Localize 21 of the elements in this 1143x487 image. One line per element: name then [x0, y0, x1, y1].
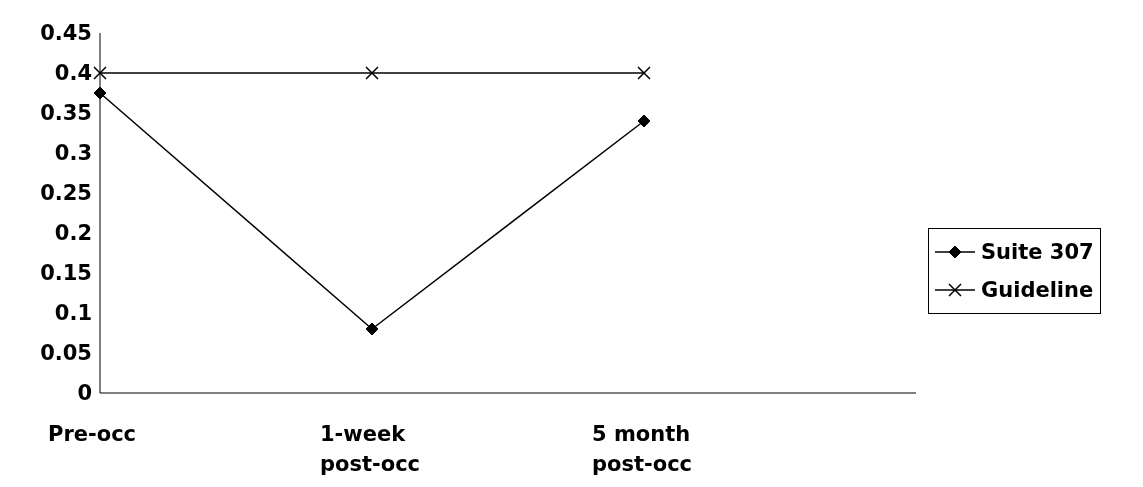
point — [365, 322, 379, 336]
legend-label: Guideline — [981, 278, 1094, 302]
point — [637, 66, 651, 80]
x-tick-label: Pre-occ — [48, 421, 138, 448]
y-tick-label: 0 — [77, 381, 92, 406]
y-tick-label: 0.1 — [54, 301, 92, 326]
point — [93, 66, 107, 80]
y-tick-label: 0.3 — [54, 141, 92, 166]
x-tick-label: 1-week post-occ — [320, 421, 422, 478]
y-tick-label: 0.15 — [40, 261, 92, 286]
point — [93, 86, 107, 100]
x-tick-label: 5 month post-occ — [592, 421, 694, 478]
point — [365, 66, 379, 80]
y-tick-label: 0.45 — [40, 21, 92, 46]
y-tick-label: 0.25 — [40, 181, 92, 206]
y-tick-label: 0.4 — [54, 61, 92, 86]
point — [637, 114, 651, 128]
y-tick-label: 0.05 — [40, 341, 92, 366]
y-tick-label: 0.2 — [54, 221, 92, 246]
y-tick-label: 0.35 — [40, 101, 92, 126]
legend-label: Suite 307 — [981, 240, 1094, 264]
